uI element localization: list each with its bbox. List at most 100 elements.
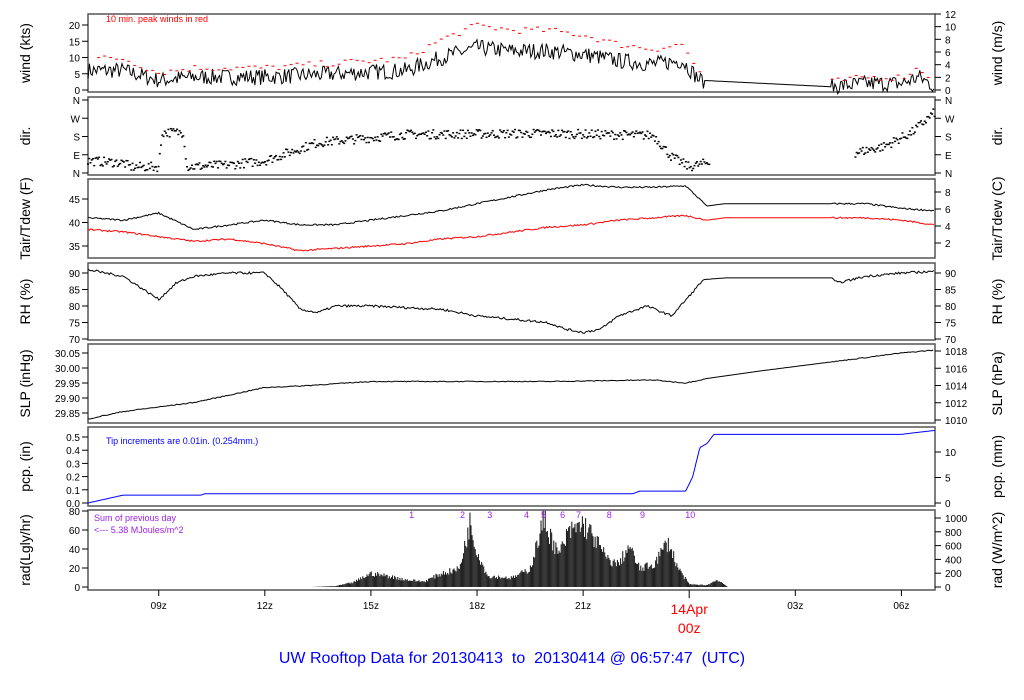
wind-right-tick-label: 4 [945, 61, 951, 72]
rh-left-tick-label: 75 [69, 319, 81, 330]
slp-left-tick-label: 29.90 [55, 394, 80, 405]
rad-ylabel-right: rad (W/m^2) [989, 512, 1005, 589]
dir-left-tick-label: S [73, 133, 80, 144]
wind-right-tick-label: 0 [945, 86, 951, 97]
temp-left-tick-label: 40 [69, 219, 81, 230]
temp-right-tick-label: 6 [945, 205, 951, 216]
dir-right-tick-label: N [945, 96, 952, 107]
slp-right-tick-label: 1012 [945, 399, 968, 410]
dir-ylabel-right: dir. [989, 127, 1005, 146]
x-tick-label: 12z [257, 601, 273, 612]
slp-right-tick-label: 1010 [945, 416, 968, 427]
rad-left-tick-label: 20 [69, 564, 81, 575]
solar-hour-mark: 5 [541, 510, 546, 520]
solar-hour-mark: 2 [460, 510, 465, 520]
wind-ylabel-right: wind (m/s) [989, 21, 1005, 87]
slp-ylabel: SLP (inHg) [17, 349, 33, 417]
rh-right-tick-label: 70 [945, 335, 957, 346]
previous-day-sum-value: <--- 5.38 MJoules/m^2 [94, 525, 184, 535]
chart-title: UW Rooftop Data for 20130413 to 20130414… [278, 650, 746, 667]
wind-left-tick-label: 5 [74, 70, 80, 81]
relative-humidity-line [87, 268, 935, 334]
rad-left-tick-label: 40 [69, 545, 81, 556]
rad-right-tick-label: 600 [945, 542, 962, 553]
wind-panel-frame [87, 13, 936, 93]
wind-right-tick-label: 12 [945, 10, 957, 21]
slp-ylabel-right: SLP (hPa) [989, 351, 1005, 415]
rh-panel-frame [87, 262, 936, 341]
temp-left-tick-label: 45 [69, 195, 81, 206]
slp-left-tick-label: 30.00 [55, 364, 80, 375]
temp-panel-frame [87, 178, 936, 259]
rh-ylabel-right: RH (%) [989, 279, 1005, 325]
rh-right-tick-label: 75 [945, 319, 957, 330]
solar-hour-mark: 4 [524, 510, 529, 520]
solar-hour-mark: 3 [487, 510, 492, 520]
solar-hour-mark: 6 [560, 510, 565, 520]
rad-right-tick-label: 0 [945, 583, 951, 594]
dir-left-tick-label: N [73, 96, 80, 107]
pcp-right-tick-label: 0 [945, 499, 951, 510]
rad-right-tick-label: 200 [945, 569, 962, 580]
rad-ylabel: rad(Lgly/hr) [17, 514, 33, 586]
dir-left-tick-label: E [73, 151, 80, 162]
rad-panel-frame [87, 509, 936, 591]
solar-hour-mark: 8 [607, 510, 612, 520]
wind-left-tick-label: 0 [74, 86, 80, 97]
slp-right-tick-label: 1014 [945, 382, 968, 393]
rh-right-tick-label: 80 [945, 302, 957, 313]
x-tick-label: 09z [151, 601, 167, 612]
pcp-right-tick-label: 10 [945, 448, 957, 459]
solar-hour-mark: 9 [640, 510, 645, 520]
dir-left-tick-label: N [73, 169, 80, 180]
slp-left-tick-label: 30.05 [55, 349, 80, 360]
date-tick-hour-label: 00z [678, 620, 701, 636]
pcp-left-tick-label: 0.5 [66, 433, 80, 444]
sea-level-pressure-line [87, 349, 934, 420]
pcp-left-tick-label: 0.1 [66, 486, 80, 497]
x-tick-label: 06z [893, 601, 909, 612]
wind-right-tick-label: 8 [945, 35, 951, 46]
rad-left-tick-label: 80 [69, 507, 81, 518]
solar-hour-mark: 10 [685, 510, 695, 520]
rad-right-tick-label: 1000 [945, 514, 968, 525]
wind-right-tick-label: 10 [945, 23, 957, 34]
precipitation-line [87, 429, 935, 504]
wind-right-tick-label: 6 [945, 48, 951, 59]
dir-left-tick-label: W [71, 114, 81, 125]
temp-right-tick-label: 2 [945, 239, 951, 250]
rh-left-tick-label: 85 [69, 286, 81, 297]
pcp-left-tick-label: 0.3 [66, 459, 80, 470]
rh-right-tick-label: 85 [945, 286, 957, 297]
slp-right-tick-label: 1018 [945, 347, 968, 358]
dir-right-tick-label: E [945, 151, 952, 162]
pcp-left-tick-label: 0.4 [66, 446, 80, 457]
temp-right-tick-label: 4 [945, 222, 951, 233]
rh-left-tick-label: 70 [69, 335, 81, 346]
rad-right-tick-label: 400 [945, 555, 962, 566]
rad-right-tick-label: 800 [945, 528, 962, 539]
slp-panel-frame [87, 343, 936, 424]
wind-left-tick-label: 20 [69, 21, 81, 32]
slp-left-tick-label: 29.95 [55, 379, 80, 390]
dir-right-tick-label: N [945, 169, 952, 180]
dir-ylabel: dir. [17, 127, 33, 146]
rh-left-tick-label: 80 [69, 302, 81, 313]
temp-left-tick-label: 35 [69, 242, 81, 253]
slp-right-tick-label: 1016 [945, 364, 968, 375]
dir-right-tick-label: S [945, 133, 952, 144]
pcp-panel-frame [87, 426, 936, 507]
date-tick-label: 14Apr [671, 601, 709, 617]
wind-ylabel: wind (kts) [17, 23, 33, 84]
x-tick-label: 03z [787, 601, 803, 612]
tip-increment-note: Tip increments are 0.01in. (0.254mm.) [106, 436, 258, 446]
pcp-ylabel: pcp. (in) [17, 441, 33, 492]
x-tick-label: 15z [363, 601, 379, 612]
x-tick-label: 21z [575, 601, 591, 612]
temp-ylabel: Tair/Tdew (F) [17, 177, 33, 259]
previous-day-sum-note: Sum of previous day [94, 513, 177, 523]
dewpoint-line [87, 214, 935, 252]
temp-ylabel-right: Tair/Tdew (C) [989, 176, 1005, 260]
slp-left-tick-label: 29.85 [55, 409, 80, 420]
